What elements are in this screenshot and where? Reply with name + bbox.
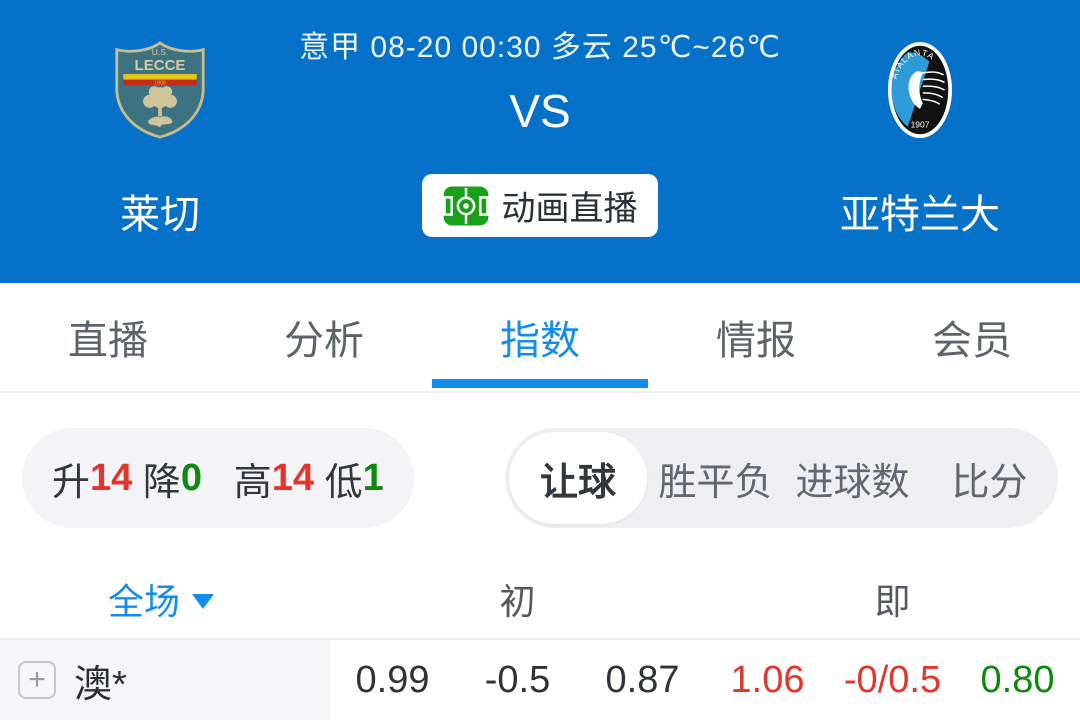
- initial-away-odds: 0.87: [605, 658, 680, 701]
- away-team: ATALANTA 1907 亚特兰大: [760, 38, 1080, 240]
- initial-home-odds: 0.99: [355, 658, 430, 701]
- main-tabbar: 直播 分析 指数 情报 会员: [0, 283, 1080, 393]
- match-header: 意甲 08-20 00:30 多云 25℃~26℃ U.S. LECCE 190…: [0, 0, 1080, 283]
- live-handicap: -0/0.5: [843, 658, 942, 701]
- bookmaker-name: 澳*: [74, 663, 127, 706]
- column-header-row: 全场 初 即: [0, 560, 1080, 638]
- pitch-icon: [442, 185, 489, 226]
- atalanta-badge-year-text: 1907: [911, 120, 930, 130]
- lecce-badge-name-text: LECCE: [135, 57, 186, 74]
- odds-table-row[interactable]: + 澳* 0.99 -0.5 0.87 1.06 -0/0.5 0.80: [0, 638, 1080, 720]
- atalanta-badge-icon: ATALANTA 1907: [887, 41, 953, 139]
- spacer: [132, 457, 143, 500]
- home-team-name: 莱切: [120, 193, 200, 237]
- spacer: [314, 457, 325, 500]
- tab-member[interactable]: 会员: [932, 319, 1012, 363]
- market-tab-goals[interactable]: 进球数: [795, 461, 910, 504]
- market-tab-score[interactable]: 比分: [951, 461, 1028, 504]
- up-label: 升: [52, 461, 91, 504]
- market-tab-handicap[interactable]: 让球: [509, 432, 647, 524]
- home-team-badge: U.S. LECCE 1908: [113, 38, 207, 142]
- initial-handicap: -0.5: [484, 658, 551, 701]
- active-tab-underline: [432, 379, 648, 388]
- header-center: VS 动画直播: [320, 84, 760, 237]
- expand-button[interactable]: +: [18, 661, 56, 699]
- lecce-badge-us-text: U.S.: [152, 47, 168, 57]
- down-label: 降: [142, 461, 181, 504]
- initial-column-label: 初: [499, 581, 536, 622]
- atalanta-hair-lines: [922, 71, 945, 105]
- high-label: 高: [233, 461, 272, 504]
- low-count: 1: [362, 456, 384, 499]
- market-type-switcher: 让球 胜平负 进球数 比分: [505, 428, 1058, 528]
- plus-icon: +: [28, 663, 46, 696]
- period-label: 全场: [108, 581, 181, 622]
- tab-odds-label: 指数: [500, 319, 580, 363]
- live-home-odds: 1.06: [730, 658, 805, 701]
- lecce-badge-year-text: 1908: [154, 80, 166, 86]
- spacer: [202, 457, 234, 500]
- tab-odds[interactable]: 指数: [432, 283, 648, 391]
- period-selector[interactable]: 全场: [0, 573, 330, 625]
- tab-live[interactable]: 直播: [68, 319, 148, 363]
- tab-analysis[interactable]: 分析: [284, 319, 364, 363]
- low-label: 低: [324, 461, 363, 504]
- home-team: U.S. LECCE 1908 莱切: [0, 38, 320, 240]
- lecce-badge-icon: U.S. LECCE 1908: [115, 41, 205, 139]
- high-count: 14: [271, 456, 314, 499]
- away-team-name: 亚特兰大: [840, 193, 1000, 237]
- up-count: 14: [90, 456, 133, 499]
- down-count: 0: [180, 456, 203, 499]
- live-away-odds: 0.80: [980, 658, 1055, 701]
- match-info: 意甲 08-20 00:30 多云 25℃~26℃: [299, 31, 781, 64]
- away-team-badge: ATALANTA 1907: [887, 38, 953, 142]
- tab-intel[interactable]: 情报: [716, 319, 796, 363]
- lecce-tree-icon: [143, 86, 177, 127]
- market-tab-1x2[interactable]: 胜平负: [658, 461, 773, 504]
- live-button-label: 动画直播: [501, 190, 638, 228]
- bookmaker-cell[interactable]: + 澳*: [0, 640, 330, 720]
- animated-live-button[interactable]: 动画直播: [422, 174, 658, 237]
- live-column-label: 即: [874, 581, 911, 622]
- dropdown-arrow-icon: [192, 593, 215, 609]
- vs-label: VS: [509, 85, 571, 137]
